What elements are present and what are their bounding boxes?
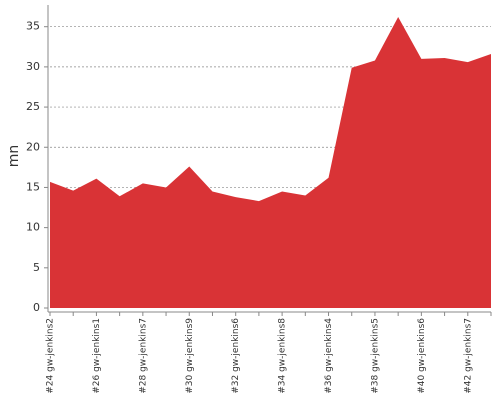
y-tick-label: 35 xyxy=(26,20,40,33)
area xyxy=(50,17,491,309)
y-tick-label: 20 xyxy=(26,140,40,153)
x-tick-label: #26 gw-jenkins1 xyxy=(92,318,102,394)
y-tick-label: 15 xyxy=(26,180,40,193)
x-tick-label: #28 gw-jenkins7 xyxy=(138,318,148,394)
y-tick-label: 5 xyxy=(33,261,40,274)
x-tick-label: #38 gw-jenkins5 xyxy=(370,318,380,394)
x-tick-label: #24 gw-jenkins2 xyxy=(46,318,56,394)
x-tick-label: #30 gw-jenkins9 xyxy=(185,318,195,394)
y-tick-label: 0 xyxy=(33,301,40,314)
x-tick-label: #32 gw-jenkins6 xyxy=(231,318,241,394)
y-tick-label: 25 xyxy=(26,100,40,113)
x-tick-label: #36 gw-jenkins4 xyxy=(324,318,334,394)
x-tick-label: #42 gw-jenkins7 xyxy=(463,318,473,394)
x-tick-label: #40 gw-jenkins6 xyxy=(417,318,427,394)
x-tick-label: #34 gw-jenkins8 xyxy=(278,318,288,394)
y-axis-label: mn xyxy=(6,145,22,168)
y-tick-label: 30 xyxy=(26,60,40,73)
y-tick-label: 10 xyxy=(26,221,40,234)
